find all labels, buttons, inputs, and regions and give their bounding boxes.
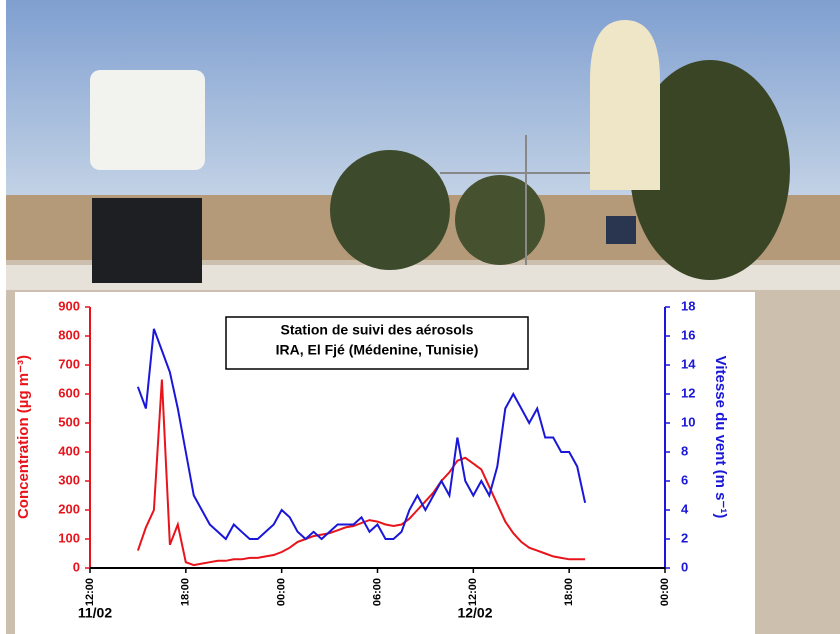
chart-title: IRA, El Fjé (Médenine, Tunisie) — [276, 342, 479, 358]
y2-tick-label: 10 — [681, 414, 695, 429]
small-panel — [606, 216, 636, 244]
x-tick-label: 12:00 — [467, 578, 479, 606]
y-tick-label: 800 — [58, 327, 80, 342]
y2-tick-label: 12 — [681, 385, 695, 400]
x-tick-label: 18:00 — [180, 578, 192, 606]
x-tick-label: 06:00 — [371, 578, 383, 606]
y-tick-label: 700 — [58, 356, 80, 371]
y2-tick-label: 2 — [681, 530, 688, 545]
date-label: 11/02 — [78, 605, 112, 621]
date-label: 12/02 — [457, 605, 492, 621]
y-tick-label: 600 — [58, 385, 80, 400]
y2-tick-label: 0 — [681, 559, 688, 574]
y2-tick-label: 4 — [681, 501, 689, 516]
y-tick-label: 100 — [58, 530, 80, 545]
y-tick-label: 900 — [58, 298, 80, 313]
data-line — [136, 379, 586, 567]
x-tick-label: 00:00 — [659, 578, 671, 606]
y-tick-label: 400 — [58, 443, 80, 458]
x-tick-label: 00:00 — [276, 578, 288, 606]
title-box — [225, 316, 529, 370]
data-line — [136, 328, 587, 541]
x-tick-label: 12:00 — [84, 578, 96, 606]
y-tick-label: 300 — [58, 472, 80, 487]
tree — [455, 175, 545, 265]
y-tick-label: 0 — [73, 559, 80, 574]
instrument — [90, 70, 205, 170]
y2-axis-label: Vitesse du vent (m s⁻¹) — [712, 356, 729, 519]
x-tick-label: 18:00 — [563, 578, 575, 606]
y2-tick-label: 6 — [681, 472, 688, 487]
y2-tick-label: 18 — [681, 298, 695, 313]
y2-tick-label: 8 — [681, 443, 688, 458]
y2-tick-label: 14 — [681, 356, 696, 371]
solar-panel — [92, 198, 202, 283]
tower — [590, 20, 660, 190]
y-tick-label: 200 — [58, 501, 80, 516]
y2-tick-label: 16 — [681, 327, 695, 342]
tree — [630, 60, 790, 280]
y-tick-label: 500 — [58, 414, 80, 429]
chart-title: Station de suivi des aérosols — [281, 322, 474, 338]
tree — [330, 150, 450, 270]
y-axis-label: Concentration (µg m⁻³) — [15, 355, 32, 519]
